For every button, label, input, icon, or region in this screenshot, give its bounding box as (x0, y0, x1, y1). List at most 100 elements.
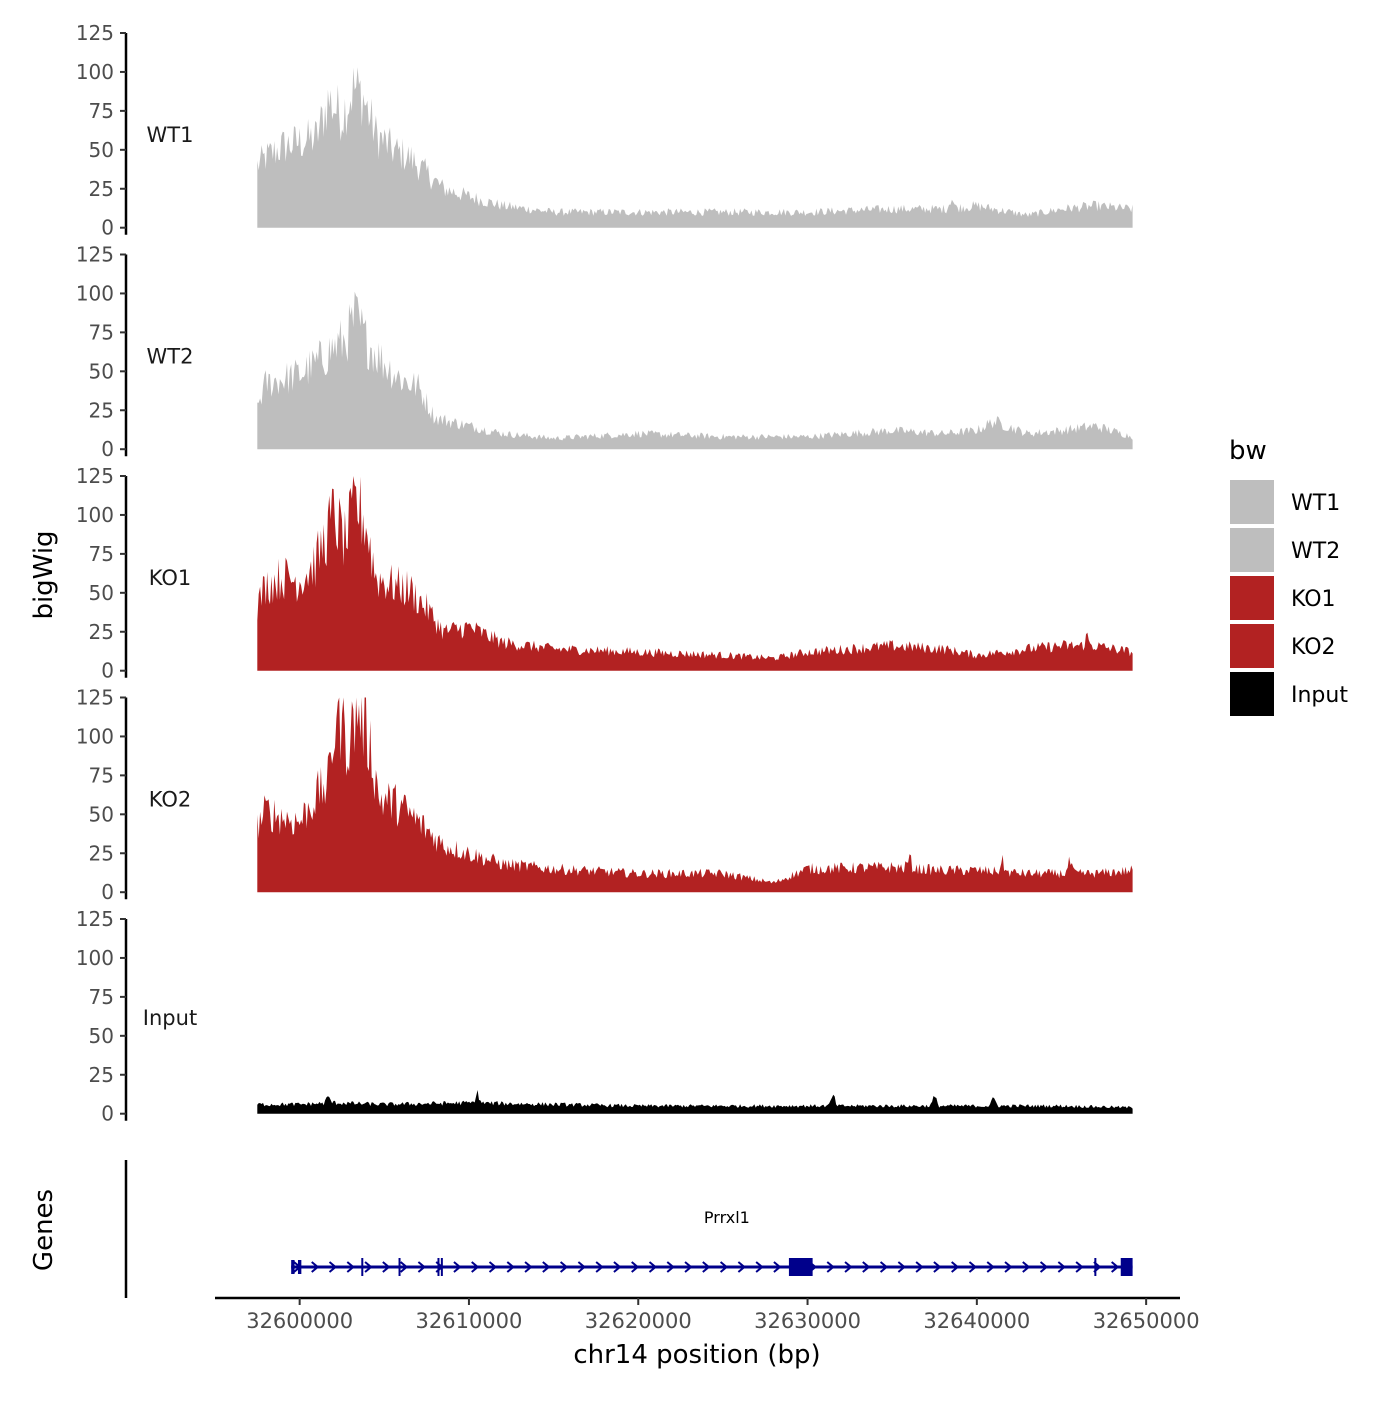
y-tick-label: 50 (89, 359, 114, 383)
x-tick-label: 32600000 (246, 1309, 353, 1333)
track-label-input: Input (143, 1006, 197, 1030)
legend-label-input: Input (1291, 683, 1348, 708)
strand-arrow (1039, 1261, 1049, 1273)
legend-swatch-wt2 (1230, 528, 1274, 572)
legend-label-wt1: WT1 (1291, 491, 1340, 516)
track-label-wt1: WT1 (147, 123, 194, 147)
legend-swatch-wt1 (1230, 480, 1274, 524)
y-tick-label: 125 (76, 907, 114, 931)
legend-label-ko1: KO1 (1291, 587, 1336, 612)
strand-arrow (1004, 1261, 1013, 1273)
strand-arrow (897, 1261, 906, 1273)
strand-arrow (453, 1261, 462, 1273)
strand-arrow (631, 1261, 640, 1273)
signal-area-wt1 (257, 67, 1133, 228)
signal-area-input (257, 1090, 1133, 1114)
strand-arrow (1022, 1261, 1031, 1273)
legend-title: bw (1229, 436, 1267, 466)
y-tick-label: 25 (89, 398, 114, 422)
strand-arrow (613, 1261, 622, 1273)
strand-arrow (1111, 1261, 1120, 1273)
strand-arrow (1057, 1261, 1066, 1273)
strand-arrow (737, 1261, 746, 1273)
strand-arrow (684, 1261, 693, 1273)
strand-arrow (471, 1261, 480, 1273)
strand-arrow (1075, 1261, 1084, 1273)
gene-name-label: Prrxl1 (704, 1208, 750, 1227)
legend-swatch-ko1 (1230, 576, 1274, 620)
y-tick-label: 0 (101, 880, 114, 904)
x-tick-label: 32620000 (585, 1309, 692, 1333)
strand-arrow (648, 1261, 658, 1273)
x-tick-label: 32640000 (923, 1309, 1030, 1333)
track-label-ko2: KO2 (149, 788, 192, 812)
y-tick-label: 75 (89, 320, 114, 344)
y-tick-label: 25 (89, 620, 114, 644)
y-tick-label: 0 (101, 659, 114, 683)
signal-area-ko2 (257, 697, 1133, 893)
y-tick-label: 50 (89, 581, 114, 605)
strand-arrow (666, 1261, 675, 1273)
strand-arrow (506, 1261, 515, 1273)
strand-arrow (328, 1261, 338, 1273)
signal-area-ko1 (257, 476, 1133, 671)
strand-arrow (862, 1261, 871, 1273)
strand-arrow (719, 1261, 729, 1273)
strand-arrow (488, 1261, 498, 1273)
strand-arrow (595, 1261, 604, 1273)
y-tick-label: 100 (76, 724, 114, 748)
strand-arrow (933, 1261, 942, 1273)
strand-arrow (542, 1261, 551, 1273)
track-ko2: 0 25 50 75 100 125 KO2 (76, 686, 1133, 904)
y-tick-label: 0 (101, 1102, 114, 1126)
gene-exon (788, 1258, 813, 1276)
strand-arrow (844, 1261, 853, 1273)
strand-arrow (577, 1261, 586, 1273)
signal-area-wt2 (257, 291, 1133, 450)
y-tick-label: 100 (76, 281, 114, 305)
signal-tracks: 0 25 50 75 100 125 WT1 0 25 50 75 100 125 WT2 0 25 50 75 1… (76, 21, 1133, 1126)
strand-arrow (968, 1261, 978, 1273)
y-tick-label: 25 (89, 1063, 114, 1087)
y-tick-label: 125 (76, 686, 114, 710)
strand-arrow (399, 1261, 409, 1273)
y-tick-label: 75 (89, 985, 114, 1009)
y-tick-label: 75 (89, 542, 114, 566)
strand-arrow (417, 1261, 426, 1273)
legend-swatch-input (1230, 672, 1274, 716)
y-axis-title: bigWig (29, 530, 59, 619)
track-input: 0 25 50 75 100 125 Input (76, 907, 1133, 1126)
strand-arrow (986, 1261, 995, 1273)
strand-arrow (773, 1261, 782, 1273)
strand-arrow (364, 1261, 373, 1273)
strand-arrow (524, 1261, 533, 1273)
y-tick-label: 0 (101, 216, 114, 240)
strand-arrow (826, 1261, 835, 1273)
y-tick-label: 100 (76, 503, 114, 527)
gene-prrxl1: Prrxl1 (291, 1208, 1133, 1276)
legend-label-ko2: KO2 (1291, 635, 1336, 660)
legend: bw WT1 WT2 KO1 KO2 Input (1229, 436, 1348, 716)
y-tick-label: 75 (89, 763, 114, 787)
x-tick-label: 32650000 (1093, 1309, 1200, 1333)
y-tick-label: 50 (89, 138, 114, 162)
legend-label-wt2: WT2 (1291, 539, 1340, 564)
y-tick-label: 125 (76, 21, 114, 45)
strand-arrow (382, 1261, 391, 1273)
y-tick-label: 100 (76, 946, 114, 970)
gene-panel: Prrxl1 (124, 1160, 1133, 1298)
y-tick-label: 125 (76, 464, 114, 488)
x-tick-label: 32630000 (754, 1309, 861, 1333)
y-tick-label: 75 (89, 99, 114, 123)
gene-exon (297, 1260, 302, 1274)
track-ko1: 0 25 50 75 100 125 KO1 (76, 464, 1133, 683)
strand-arrow (879, 1261, 889, 1273)
y-tick-label: 125 (76, 243, 114, 267)
y-tick-label: 0 (101, 437, 114, 461)
y-tick-label: 50 (89, 802, 114, 826)
strand-arrow (951, 1261, 960, 1273)
track-wt1: 0 25 50 75 100 125 WT1 (76, 21, 1133, 240)
y-tick-label: 25 (89, 841, 114, 865)
x-axis: 32600000 32610000 32620000 32630000 32640000… (215, 1296, 1200, 1333)
